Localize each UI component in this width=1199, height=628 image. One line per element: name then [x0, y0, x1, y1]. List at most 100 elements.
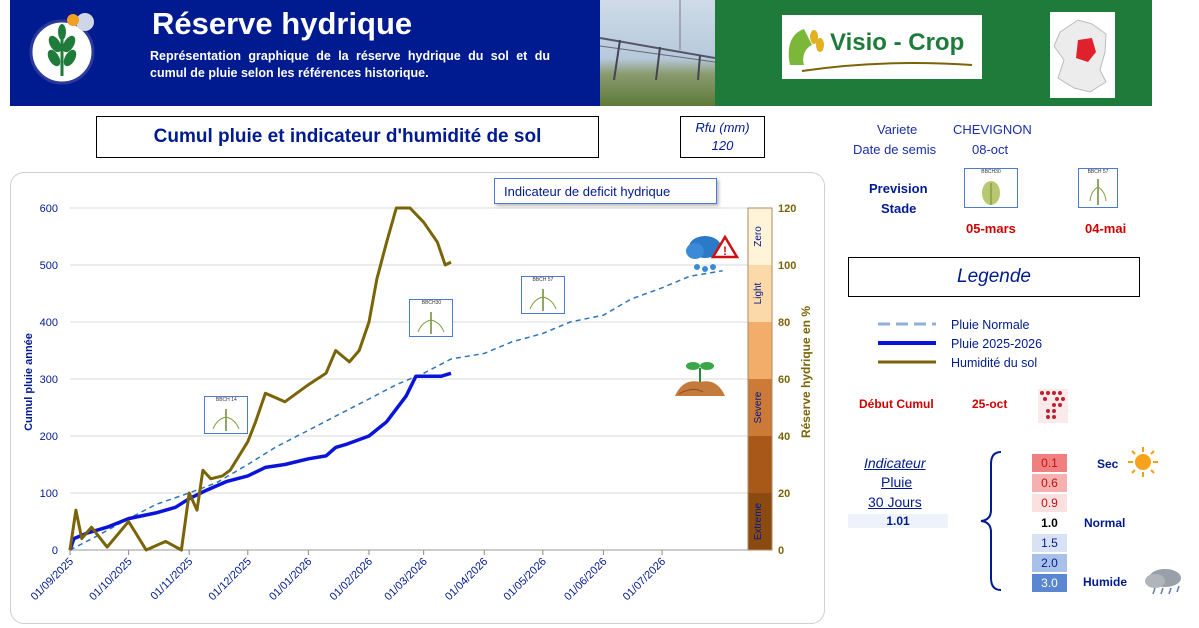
- deficit-zone: [748, 379, 772, 436]
- y-axis-title: Cumul pluie année: [23, 333, 35, 431]
- scale-cell: 0.9: [1032, 494, 1067, 512]
- rain-warning-icon: !: [683, 233, 740, 280]
- variete-value: CHEVIGNON: [953, 122, 1032, 137]
- deficit-zone: [748, 265, 772, 322]
- semis-value: 08-oct: [972, 142, 1009, 157]
- scale-cell: 1.0: [1032, 514, 1067, 532]
- y2-tick-label: 0: [778, 545, 784, 557]
- stade-label: Stade: [881, 201, 917, 216]
- debut-value: 25-oct: [972, 397, 1008, 411]
- deficit-annotation: Indicateur de deficit hydrique: [504, 184, 671, 199]
- y-tick-label: 200: [40, 431, 58, 443]
- x-tick-label: 01/01/2026: [267, 556, 314, 603]
- indicateur-sub2: 30 Jours: [868, 494, 922, 510]
- x-tick-label: 01/09/2025: [29, 556, 76, 603]
- rfu-label: Rfu (mm): [695, 120, 750, 135]
- debut-label: Début Cumul: [859, 397, 934, 411]
- header-banner: [10, 0, 600, 106]
- visio-crop-logo: [782, 15, 982, 79]
- x-tick-label: 01/02/2026: [328, 556, 375, 603]
- x-tick-label: 01/07/2026: [621, 556, 668, 603]
- y2-tick-label: 60: [778, 374, 790, 386]
- x-tick-label: 01/04/2026: [443, 556, 490, 603]
- deficit-zone: [748, 436, 772, 493]
- stage-marker-label: BBCH30: [421, 300, 442, 307]
- y-tick-label: 300: [40, 374, 58, 386]
- indicateur-value: 1.01: [848, 514, 948, 528]
- variete-label: Variete: [877, 122, 918, 137]
- rfu-value: 120: [711, 138, 734, 153]
- deficit-zone-label: Severe: [753, 391, 764, 423]
- y2-axis-title: Réserve hydrique en %: [799, 306, 813, 438]
- scale-cell: 0.6: [1032, 474, 1067, 492]
- storm-cloud-icon: [1143, 566, 1189, 601]
- rain-start-icon: [1032, 383, 1072, 432]
- y2-tick-label: 80: [778, 317, 790, 329]
- scale-brace: [980, 451, 1002, 591]
- y-tick-label: 400: [40, 317, 58, 329]
- chart-title-box: [96, 116, 599, 158]
- wheat-logo-icon: [25, 8, 99, 88]
- deficit-zone-label: Light: [753, 282, 764, 304]
- y2-tick-label: 20: [778, 488, 790, 500]
- legend-item-normal: Pluie Normale: [951, 318, 1030, 332]
- chart-title: Cumul pluie et indicateur d'humidité de …: [153, 126, 542, 147]
- indicateur-sub1: Pluie: [881, 474, 913, 490]
- indicateur-scale: 0.1 0.6 0.9 1.0 1.5 2.0 3.0: [1032, 454, 1067, 594]
- y-tick-label: 600: [40, 203, 58, 215]
- y-tick-label: 500: [40, 260, 58, 272]
- stage2-code: BBCH 57: [1087, 169, 1109, 175]
- scale-cell: 2.0: [1032, 554, 1067, 572]
- sun-icon: [1127, 446, 1159, 483]
- x-tick-label: 01/12/2025: [207, 556, 254, 603]
- deficit-annotation-box: [494, 178, 717, 204]
- stage-marker-label: BBCH 57: [532, 277, 554, 284]
- stage-marker: BBCH 57: [520, 276, 565, 315]
- deficit-zone: [748, 493, 772, 550]
- semis-label: Date de semis: [853, 142, 937, 157]
- x-tick-label: 01/06/2026: [562, 556, 609, 603]
- legend-title: Legende: [957, 266, 1031, 287]
- stage1-code: BBCH30: [981, 169, 1001, 175]
- legend-swatches: [878, 322, 936, 364]
- indicateur-title: Indicateur: [864, 455, 926, 471]
- deficit-zone-frame: [747, 207, 773, 551]
- stage-marker-label: BBCH 14: [215, 397, 237, 403]
- stage-plant-icon: [529, 289, 557, 312]
- series-line: [69, 269, 723, 551]
- normal-label: Normal: [1084, 516, 1126, 530]
- stage-plant-icon: [418, 312, 445, 335]
- y2-tick-label: 120: [778, 203, 796, 215]
- stage2-date: 04-mai: [1085, 221, 1127, 236]
- deficit-zone: [748, 322, 772, 379]
- deficit-zone-label: Extreme: [753, 502, 764, 540]
- france-map-icon: [1050, 12, 1115, 98]
- scale-cell: 0.1: [1032, 454, 1067, 472]
- stage1-icon: BBCH30: [964, 168, 1018, 208]
- header-title: Réserve hydrique: [152, 6, 413, 41]
- y-tick-label: 0: [52, 545, 58, 557]
- prevision-label: Prevision: [869, 181, 928, 196]
- legend-item-pluie: Pluie 2025-2026: [951, 337, 1043, 351]
- deficit-zone-label: Zero: [753, 226, 764, 247]
- y2-tick-label: 100: [778, 260, 796, 272]
- x-tick-label: 01/05/2026: [502, 556, 549, 603]
- y-tick-label: 100: [40, 488, 58, 500]
- legend-item-humidite: Humidité du sol: [951, 356, 1038, 370]
- humide-label: Humide: [1083, 575, 1128, 589]
- series-line: [68, 206, 452, 552]
- dry-soil-icon: [673, 358, 727, 403]
- svg-text:!: !: [723, 244, 727, 258]
- series-line: [68, 371, 452, 551]
- stage2-icon: BBCH 57: [1078, 168, 1118, 208]
- brand-name: Visio - Crop: [830, 29, 965, 56]
- x-tick-label: 01/10/2025: [87, 556, 134, 603]
- deficit-zone: [748, 208, 772, 265]
- header-subtitle: Représentation graphique de la réserve h…: [150, 49, 550, 80]
- legend-box: [848, 257, 1140, 297]
- stage-marker: BBCH30: [409, 299, 454, 338]
- irrigation-photo: [600, 0, 715, 106]
- x-tick-label: 01/03/2026: [382, 556, 429, 603]
- x-tick-label: 01/11/2025: [148, 556, 195, 603]
